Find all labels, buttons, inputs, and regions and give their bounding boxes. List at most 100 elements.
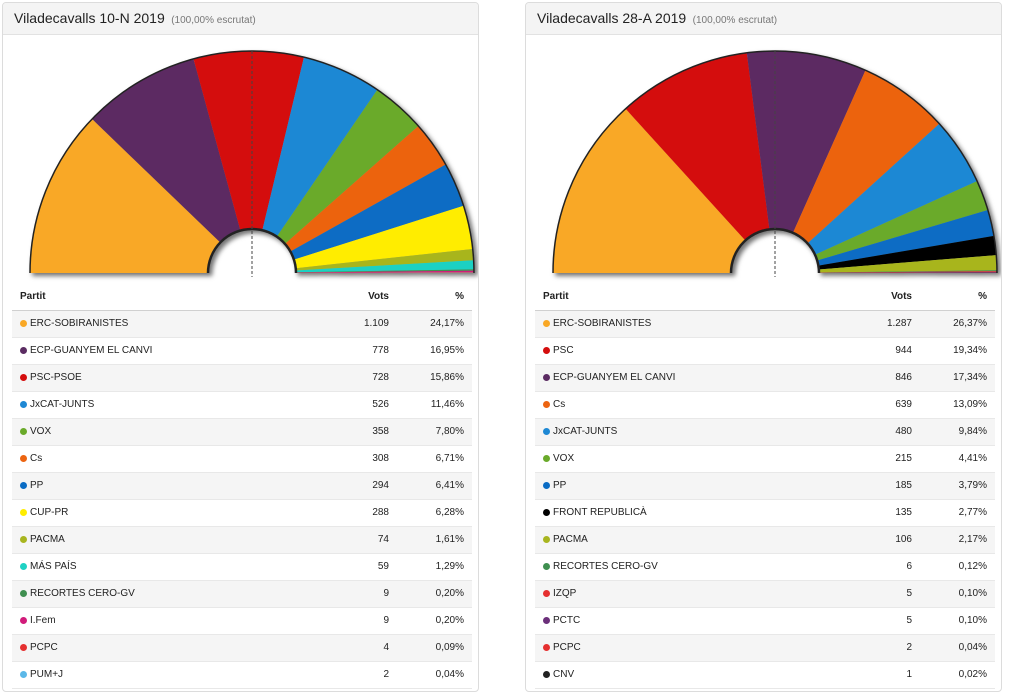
party-percentage: 19,34% xyxy=(920,337,995,364)
party-name: PP xyxy=(30,480,43,491)
party-votes: 1.109 xyxy=(302,310,397,337)
party-name: PSC-PSOE xyxy=(30,372,82,383)
party-percentage: 17,34% xyxy=(920,364,995,391)
party-color-dot xyxy=(20,644,27,651)
party-name: Cs xyxy=(553,399,565,410)
party-votes: 185 xyxy=(825,472,920,499)
party-percentage: 0,20% xyxy=(397,580,472,607)
party-color-dot xyxy=(20,617,27,624)
party-color-dot xyxy=(20,401,27,408)
hemicycle-chart xyxy=(526,43,1002,283)
party-cell: VOX xyxy=(12,418,302,445)
party-color-dot xyxy=(543,320,550,327)
party-cell: ECP-GUANYEM EL CANVI xyxy=(535,364,825,391)
party-votes: 5 xyxy=(825,607,920,634)
hemicycle-chart xyxy=(3,43,479,283)
party-color-dot xyxy=(543,374,550,381)
party-cell: CNV xyxy=(535,661,825,688)
party-name: ECP-GUANYEM EL CANVI xyxy=(553,372,675,383)
party-percentage: 6,71% xyxy=(397,445,472,472)
party-votes: 358 xyxy=(302,418,397,445)
party-percentage: 4,41% xyxy=(920,445,995,472)
party-name: RECORTES CERO-GV xyxy=(30,588,135,599)
party-percentage: 16,95% xyxy=(397,337,472,364)
party-votes: 728 xyxy=(302,364,397,391)
party-votes: 2 xyxy=(825,634,920,661)
party-votes: 215 xyxy=(825,445,920,472)
party-votes: 294 xyxy=(302,472,397,499)
party-votes: 480 xyxy=(825,418,920,445)
party-cell: PP xyxy=(535,472,825,499)
party-votes: 639 xyxy=(825,391,920,418)
party-cell: FRONT REPUBLICÀ xyxy=(535,499,825,526)
party-name: CUP-PR xyxy=(30,507,68,518)
party-percentage: 6,41% xyxy=(397,472,472,499)
party-color-dot xyxy=(20,563,27,570)
party-votes: 9 xyxy=(302,580,397,607)
party-percentage: 3,79% xyxy=(920,472,995,499)
party-color-dot xyxy=(543,536,550,543)
column-header-votes: Vots xyxy=(302,284,397,310)
party-percentage: 15,86% xyxy=(397,364,472,391)
party-name: JxCAT-JUNTS xyxy=(553,426,617,437)
party-cell: CUP-PR xyxy=(12,499,302,526)
party-cell: JxCAT-JUNTS xyxy=(535,418,825,445)
results-panel-28a: Viladecavalls 28-A 2019 (100,00% escruta… xyxy=(525,2,1002,692)
party-cell: ERC-SOBIRANISTES xyxy=(12,310,302,337)
column-header-party: Partit xyxy=(12,284,302,310)
party-votes: 9 xyxy=(302,607,397,634)
party-votes: 526 xyxy=(302,391,397,418)
party-name: JxCAT-JUNTS xyxy=(30,399,94,410)
party-votes: 308 xyxy=(302,445,397,472)
party-cell: PUM+J xyxy=(12,661,302,688)
table-header-row: Partit Vots % xyxy=(535,284,995,310)
party-cell: Cs xyxy=(535,391,825,418)
party-percentage: 0,10% xyxy=(920,580,995,607)
party-name: FRONT REPUBLICÀ xyxy=(553,507,647,518)
panel-subtitle: (100,00% escrutat) xyxy=(693,15,778,26)
party-color-dot xyxy=(543,590,550,597)
party-name: PP xyxy=(553,480,566,491)
party-name: PCPC xyxy=(30,642,58,653)
party-name: ECP-GUANYEM EL CANVI xyxy=(30,345,152,356)
party-percentage: 13,09% xyxy=(920,391,995,418)
party-votes: 1.287 xyxy=(825,310,920,337)
hemicycle-svg xyxy=(3,43,479,283)
party-votes: 5 xyxy=(825,580,920,607)
party-cell: PSC-PSOE xyxy=(12,364,302,391)
party-cell: ERC-SOBIRANISTES xyxy=(535,310,825,337)
party-color-dot xyxy=(20,374,27,381)
party-votes: 4 xyxy=(302,634,397,661)
party-color-dot xyxy=(543,347,550,354)
party-color-dot xyxy=(543,671,550,678)
party-percentage: 0,04% xyxy=(920,634,995,661)
party-name: Cs xyxy=(30,453,42,464)
party-color-dot xyxy=(543,617,550,624)
column-header-pct: % xyxy=(920,284,995,310)
party-percentage: 6,28% xyxy=(397,499,472,526)
party-votes: 288 xyxy=(302,499,397,526)
party-color-dot xyxy=(20,320,27,327)
party-votes: 135 xyxy=(825,499,920,526)
party-cell: ECP-GUANYEM EL CANVI xyxy=(12,337,302,364)
